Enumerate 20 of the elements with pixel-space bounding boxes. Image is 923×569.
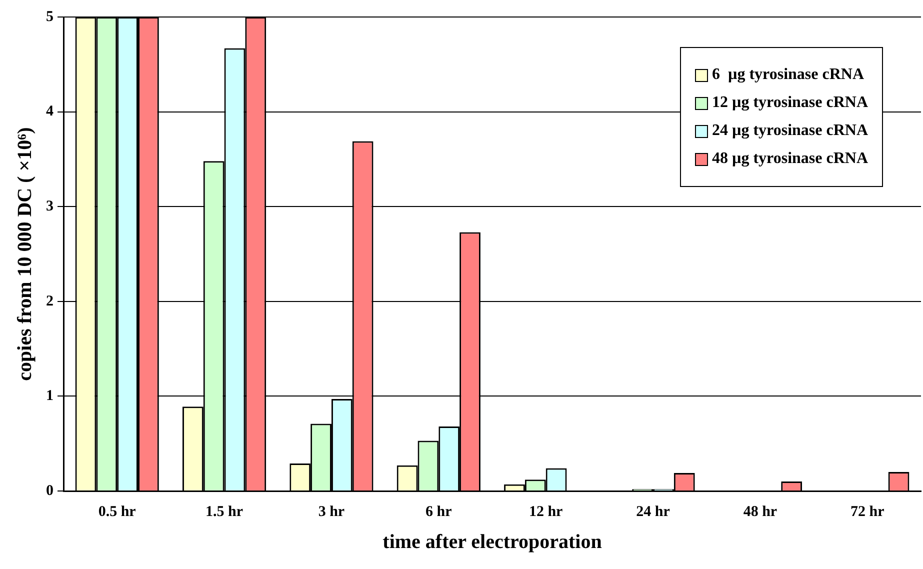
x-tick-label: 6 hr <box>426 504 452 520</box>
legend-label: 6 µg tyrosinase cRNA <box>712 66 864 84</box>
x-tick-label: 48 hr <box>743 504 778 520</box>
x-axis-title: time after electroporation <box>382 531 602 554</box>
x-tick-label: 0.5 hr <box>98 504 136 520</box>
legend-label: 24 µg tyrosinase cRNA <box>712 122 868 140</box>
x-tick-label: 72 hr <box>850 504 885 520</box>
legend-label: 48 µg tyrosinase cRNA <box>712 150 868 168</box>
y-tick-label: 5 <box>46 8 54 25</box>
y-tick-label: 2 <box>46 293 54 310</box>
x-tick-label: 3 hr <box>318 504 345 520</box>
y-axis-title: copies from 10 000 DC ( ×10⁶) <box>14 127 36 381</box>
legend-label: 12 µg tyrosinase cRNA <box>712 94 868 112</box>
x-tick-label: 1.5 hr <box>206 504 244 520</box>
y-tick-label: 0 <box>46 482 54 499</box>
x-tick-label: 24 hr <box>636 504 670 520</box>
y-tick-label: 4 <box>46 104 54 120</box>
y-tick-label: 3 <box>46 198 54 214</box>
x-tick-label: 12 hr <box>528 504 564 520</box>
y-tick-label: 1 <box>46 388 54 404</box>
